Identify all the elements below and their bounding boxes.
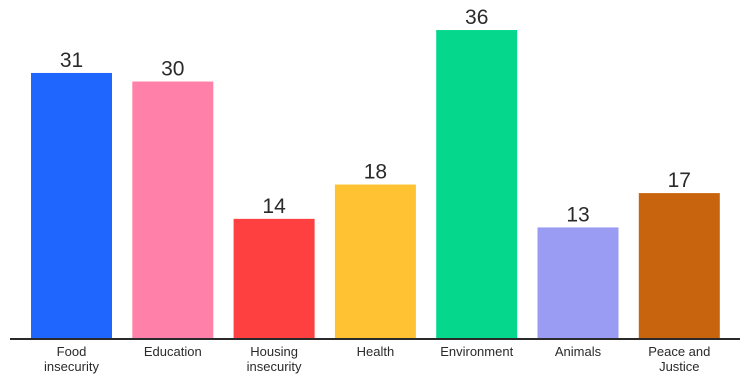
- category-label-0-line-0: Food: [57, 344, 87, 359]
- category-label-2-line-1: insecurity: [247, 359, 302, 374]
- category-label-5-line-0: Animals: [555, 344, 602, 359]
- category-label-2: Housing insecurity: [247, 344, 302, 374]
- bar-2: [233, 218, 315, 339]
- bar-3: [334, 184, 416, 339]
- category-label-5: Animals: [555, 344, 602, 359]
- bar-1: [132, 81, 214, 339]
- category-label-6-line-0: Peace and: [648, 344, 710, 359]
- category-label-6: Peace and Justice: [648, 344, 710, 374]
- value-label-2: 14: [262, 195, 286, 218]
- value-label-5: 13: [566, 203, 589, 226]
- category-label-3-line-0: Health: [357, 344, 395, 359]
- bars-group: [31, 30, 720, 340]
- value-labels-group: 31 30 14 18 36 13 17: [60, 6, 691, 226]
- category-label-3: Health: [357, 344, 395, 359]
- value-label-1: 30: [161, 58, 184, 81]
- category-label-1-line-0: Education: [144, 344, 202, 359]
- value-label-0: 31: [60, 49, 83, 72]
- category-label-0-line-1: insecurity: [44, 359, 99, 374]
- value-label-4: 36: [465, 6, 488, 29]
- category-label-4: Environment: [440, 344, 513, 359]
- value-label-6: 17: [668, 169, 691, 192]
- bar-6: [638, 193, 720, 339]
- value-label-3: 18: [364, 161, 387, 184]
- category-label-1: Education: [144, 344, 202, 359]
- bar-0: [31, 72, 112, 339]
- category-label-4-line-0: Environment: [440, 344, 513, 359]
- bar-5: [537, 227, 619, 339]
- category-label-2-line-0: Housing: [250, 344, 298, 359]
- bar-4: [436, 30, 518, 340]
- category-label-6-line-1: Justice: [659, 359, 699, 374]
- category-label-0: Food insecurity: [44, 344, 99, 374]
